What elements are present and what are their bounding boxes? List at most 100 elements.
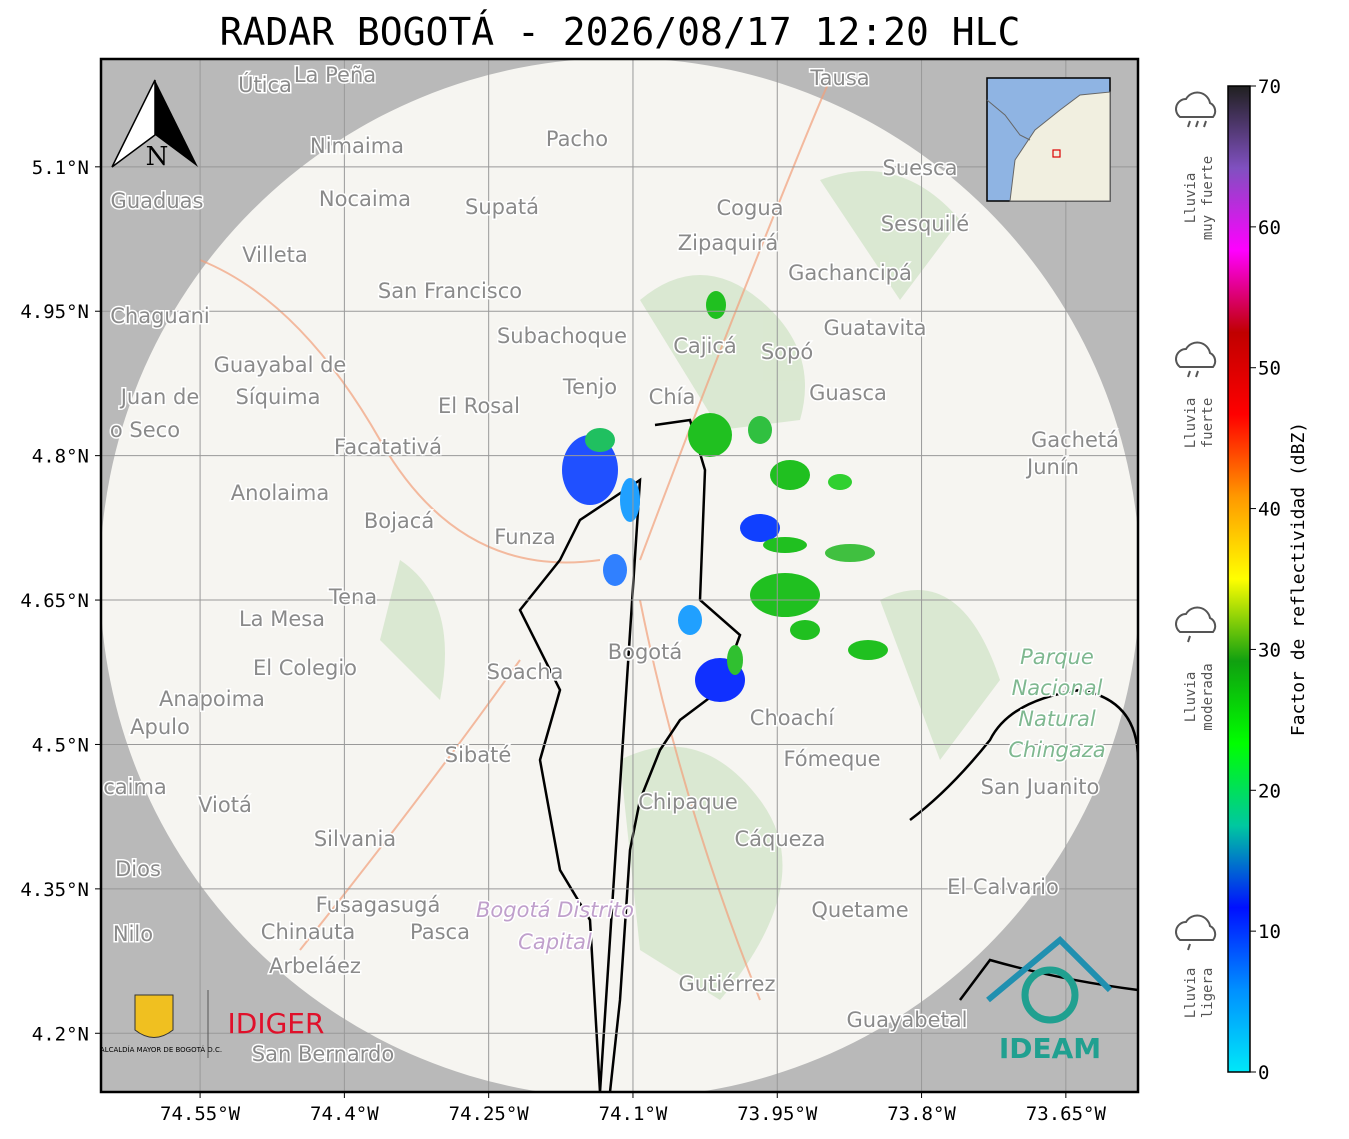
colorbar-tick-label: 70 bbox=[1258, 76, 1281, 98]
place-label: Viotá bbox=[198, 793, 252, 817]
y-tick-label: 4.95°N bbox=[20, 301, 89, 323]
rain-icon bbox=[1175, 341, 1217, 368]
x-tick-label: 73.95°W bbox=[737, 1103, 818, 1125]
place-label: Dios bbox=[115, 857, 161, 881]
place-label: Junín bbox=[1025, 455, 1079, 479]
logo-ideam: IDEAM bbox=[999, 1032, 1101, 1065]
place-label: Facatativá bbox=[334, 435, 442, 459]
place-label: Villeta bbox=[242, 243, 307, 267]
place-label: Anapoima bbox=[159, 687, 265, 711]
rain-label-line: Lluvia bbox=[1183, 398, 1199, 449]
department-boundary bbox=[909, 688, 1138, 1001]
colorbar-tick-label: 0 bbox=[1258, 1062, 1269, 1084]
place-label: Silvania bbox=[314, 827, 396, 851]
park-label: Chingaza bbox=[1008, 738, 1105, 762]
place-label: Chía bbox=[649, 385, 696, 409]
logo-idiger: IDIGER bbox=[228, 1007, 325, 1040]
y-tick-label: 5.1°N bbox=[32, 157, 89, 179]
place-label: La Peña bbox=[294, 63, 376, 87]
place-label: Arbeláez bbox=[269, 954, 361, 978]
place-label: Gachetá bbox=[1031, 428, 1119, 452]
place-label: Guaduas bbox=[111, 189, 204, 213]
place-label: San Francisco bbox=[378, 279, 522, 303]
rain-label-line: moderada bbox=[1200, 663, 1216, 730]
y-tick-label: 4.35°N bbox=[20, 879, 89, 901]
radar-echoes bbox=[562, 291, 888, 702]
map: Útica La Peña Tausa Pacho Nimaima Guaduas Noca… bbox=[100, 59, 1138, 1092]
place-label: Supatá bbox=[465, 195, 539, 219]
place-label: El Calvario bbox=[947, 875, 1059, 899]
place-label: Sibaté bbox=[445, 743, 512, 767]
roads bbox=[199, 79, 831, 1001]
x-tick-label: 74.4°W bbox=[310, 1103, 379, 1125]
place-label: Tenjo bbox=[562, 375, 617, 399]
y-tick-label: 4.2°N bbox=[32, 1023, 89, 1045]
place-label: San Juanito bbox=[981, 775, 1100, 799]
rain-drop bbox=[1195, 120, 1199, 128]
chart-title: RADAR BOGOTÁ - 2026/08/17 12:20 HLC bbox=[220, 10, 1021, 54]
logos: ALCALDÍA MAYOR DE BOGOTÁ D.C. IDIGER IDE… bbox=[100, 935, 1113, 1065]
north-label: N bbox=[146, 142, 169, 172]
rain-label-line: fuerte bbox=[1200, 398, 1216, 449]
place-label: Cogua bbox=[716, 196, 783, 220]
place-label: Fómeque bbox=[783, 747, 880, 771]
place-label: Guasca bbox=[809, 381, 887, 405]
colorbar: Factor de reflectividad (dBZ) 0 10 20 30 40 5… bbox=[1227, 76, 1309, 1084]
place-label: caima bbox=[103, 775, 167, 799]
district-label: Capital bbox=[518, 930, 592, 954]
place-label: Apulo bbox=[130, 715, 190, 739]
colorbar-tick-label: 30 bbox=[1258, 639, 1281, 661]
place-label: Chipaque bbox=[638, 790, 738, 814]
rain-label: Lluvialigera bbox=[1183, 968, 1216, 1019]
place-label: Bogotá bbox=[608, 640, 683, 664]
place-label: Quetame bbox=[811, 898, 908, 922]
place-label: Sesquilé bbox=[881, 212, 969, 236]
colorbar-tick-label: 40 bbox=[1258, 499, 1281, 521]
rain-label-line: Lluvia bbox=[1183, 173, 1199, 224]
place-label: Tena bbox=[328, 585, 377, 609]
place-label: Nocaima bbox=[319, 187, 411, 211]
x-tick-label: 74.25°W bbox=[449, 1103, 530, 1125]
colorbar-label: Factor de reflectividad (dBZ) bbox=[1288, 422, 1309, 736]
place-label: El Rosal bbox=[438, 394, 520, 418]
place-label: Choachí bbox=[750, 706, 836, 730]
rain-label: Lluviamuy fuerte bbox=[1183, 156, 1216, 240]
x-tick-label: 73.65°W bbox=[1026, 1103, 1107, 1125]
place-label: Soacha bbox=[487, 660, 564, 684]
rain-drop bbox=[1203, 120, 1207, 128]
district-boundary bbox=[518, 418, 742, 1092]
place-label: Guayabal de bbox=[214, 353, 347, 377]
rain-drop bbox=[1187, 370, 1191, 378]
place-label: Anolaima bbox=[231, 481, 329, 505]
rain-drop bbox=[1187, 120, 1191, 128]
place-label: Nilo bbox=[113, 922, 153, 946]
place-label: Útica bbox=[238, 72, 292, 97]
place-label: Guatavita bbox=[824, 316, 927, 340]
park-label: Natural bbox=[1018, 707, 1096, 731]
rain-icon bbox=[1175, 914, 1217, 941]
place-label: Cajicá bbox=[673, 334, 737, 358]
rain-label-line: Lluvia bbox=[1183, 672, 1199, 723]
y-tick-label: 4.65°N bbox=[20, 590, 89, 612]
place-label: Subachoque bbox=[497, 324, 627, 348]
axes: 74.55°W 74.4°W 74.25°W 74.1°W 73.95°W 73.8°W 7… bbox=[20, 157, 1106, 1125]
park-label: Parque bbox=[1020, 645, 1094, 669]
rain-label-line: muy fuerte bbox=[1200, 156, 1216, 240]
y-tick-label: 4.5°N bbox=[32, 734, 89, 756]
rain-icon bbox=[1175, 91, 1217, 118]
place-label: Pasca bbox=[410, 920, 470, 944]
place-label: Pacho bbox=[546, 127, 608, 151]
place-labels: Útica La Peña Tausa Pacho Nimaima Guaduas Noca… bbox=[102, 62, 1121, 1068]
y-tick-label: 4.8°N bbox=[32, 446, 89, 468]
rain-drop bbox=[1187, 943, 1191, 951]
place-label: Chaguani bbox=[110, 304, 210, 328]
terrain bbox=[380, 171, 1000, 1000]
rain-label-line: ligera bbox=[1200, 968, 1216, 1019]
place-label: Bojacá bbox=[364, 509, 434, 533]
grid bbox=[101, 59, 1138, 1092]
colorbar-tick-label: 20 bbox=[1258, 780, 1281, 802]
place-label: Tausa bbox=[809, 66, 869, 90]
logo-alcaldia: ALCALDÍA MAYOR DE BOGOTÁ D.C. bbox=[100, 1045, 222, 1054]
inset-map bbox=[986, 77, 1111, 202]
